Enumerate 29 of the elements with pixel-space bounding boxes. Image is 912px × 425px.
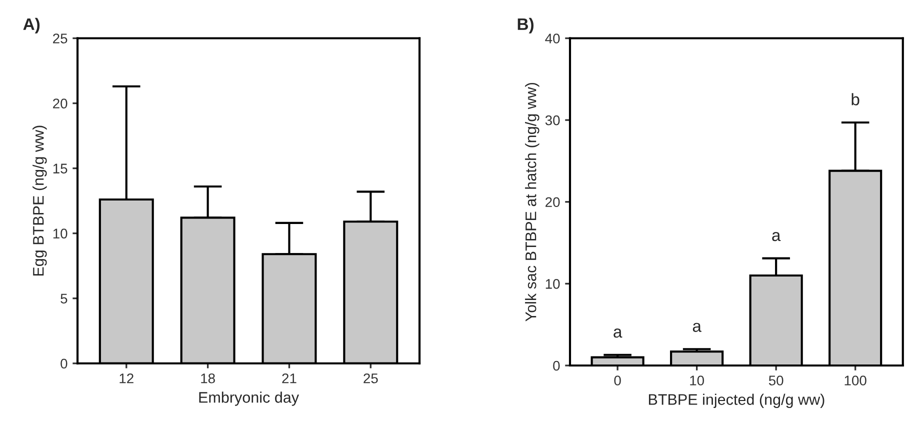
x-axis-title: BTBPE injected (ng/g ww) (648, 394, 824, 408)
y-tick-label: 5 (60, 294, 68, 304)
annotation: a (772, 232, 781, 242)
x-tick-label: 10 (690, 376, 704, 386)
y-tick-label: 0 (60, 358, 68, 369)
chart-title: A) (23, 18, 40, 34)
x-tick-label: 21 (282, 373, 296, 384)
x-tick-label: 12 (120, 373, 134, 384)
x-tick-label: 18 (201, 373, 215, 384)
annotation: a (692, 322, 702, 332)
y-tick-label: 10 (546, 279, 560, 289)
x-tick-label: 50 (768, 376, 784, 386)
y-tick-label: 40 (545, 34, 560, 44)
y-tick-label: 10 (53, 228, 68, 238)
x-axis-title: Embryonic day (199, 392, 300, 406)
x-tick-label: 25 (364, 373, 378, 384)
annotation: b (852, 93, 860, 106)
chart-title: B) (518, 18, 534, 34)
y-tick-label: 20 (546, 197, 560, 208)
x-tick-label: 100 (844, 376, 866, 386)
y-axis-title: Yolk sac BTBPE at hatch (ng/g ww) (525, 82, 540, 322)
y-tick-label: 30 (545, 115, 560, 126)
y-tick-label: 20 (53, 98, 68, 108)
y-axis-title: Egg BTBPE (ng/g ww) (32, 126, 47, 276)
y-tick-label: 0 (553, 360, 560, 371)
x-tick-label: 0 (614, 376, 621, 386)
y-tick-label: 15 (53, 164, 68, 174)
annotation: a (614, 328, 622, 338)
y-tick-label: 25 (53, 34, 68, 44)
